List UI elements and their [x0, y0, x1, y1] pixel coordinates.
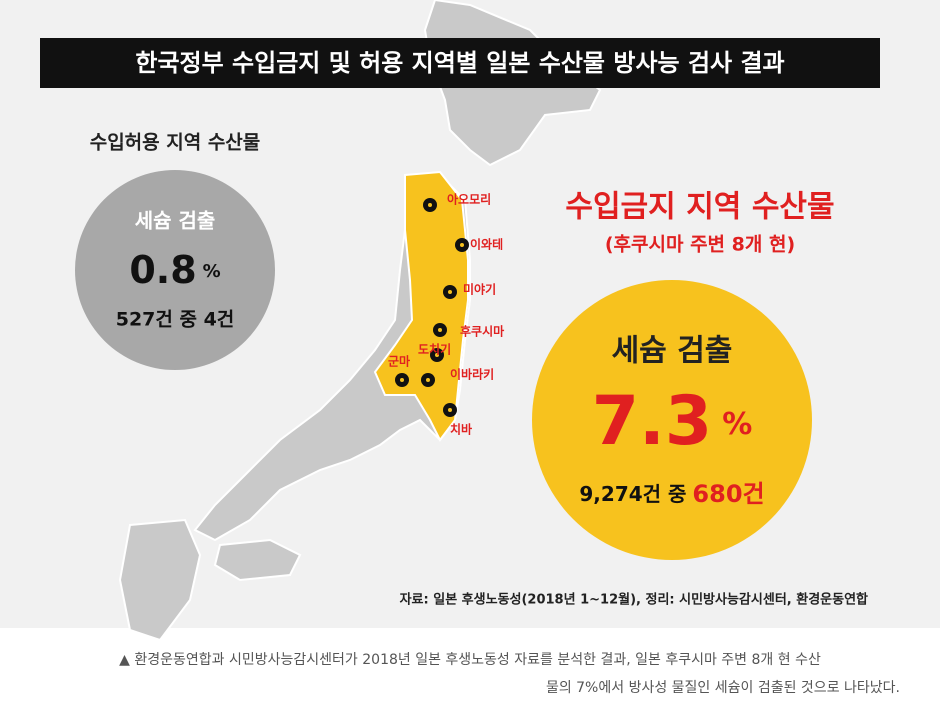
- prefecture-label: 군마: [388, 354, 410, 369]
- shikoku: [213, 538, 302, 582]
- prefecture-label: 도치기: [418, 342, 451, 357]
- radiation-icon-center: [438, 328, 442, 332]
- banned-rate: 7.3%: [592, 382, 753, 461]
- banned-label: 세슘 검출: [612, 334, 733, 369]
- radiation-icon-center: [448, 290, 452, 294]
- radiation-icon-center: [428, 203, 432, 207]
- source: 자료: 일본 후생노동성(2018년 1~12월), 정리: 시민방사능감시센터…: [400, 592, 868, 608]
- rate: 7.3: [592, 382, 712, 461]
- radiation-icon-center: [435, 353, 439, 357]
- radiation-icon-center: [426, 378, 430, 382]
- banned-count: 9,274건 중 680건: [579, 480, 764, 508]
- banned-subheading: (후쿠시마 주변 8개 현): [605, 234, 795, 256]
- prefecture-label: 치바: [450, 422, 472, 437]
- prefecture-label: 이와테: [470, 237, 503, 252]
- kyushu: [118, 518, 202, 642]
- permitted-circle: [75, 170, 275, 370]
- permitted-label: 세슘 검출: [135, 209, 216, 233]
- caption-line: 물의 7%에서 방사성 물질인 세슘이 검출된 것으로 나타났다.: [546, 680, 900, 696]
- caption-line: ▲ 환경운동연합과 시민방사능감시센터가 2018년 일본 후생노동성 자료를 …: [119, 652, 821, 668]
- prefecture-label: 후쿠시마: [460, 324, 504, 339]
- title: 한국정부 수입금지 및 허용 지역별 일본 수산물 방사능 검사 결과: [135, 49, 784, 77]
- banned-region: [373, 170, 469, 442]
- radiation-icon-center: [460, 243, 464, 247]
- banned-heading: 수입금지 지역 수산물: [565, 190, 834, 225]
- unit: %: [722, 407, 752, 442]
- permitted-heading: 수입허용 지역 수산물: [90, 132, 261, 154]
- prefecture-label: 미야기: [463, 282, 496, 297]
- rate: 0.8: [129, 248, 196, 292]
- radiation-icon-center: [400, 378, 404, 382]
- prefecture-label: 아오모리: [447, 192, 491, 207]
- title-bar: [40, 38, 880, 88]
- banned-circle: [532, 280, 812, 560]
- count-detected: 680건: [692, 480, 764, 508]
- unit: %: [203, 261, 221, 282]
- permitted-rate: 0.8%: [129, 248, 220, 292]
- radiation-icon-center: [448, 408, 452, 412]
- permitted-count: 527건 중 4건: [116, 309, 235, 331]
- count-total: 9,274건 중: [579, 482, 686, 506]
- prefecture-label: 이바라키: [450, 367, 494, 382]
- honshu: [193, 174, 471, 542]
